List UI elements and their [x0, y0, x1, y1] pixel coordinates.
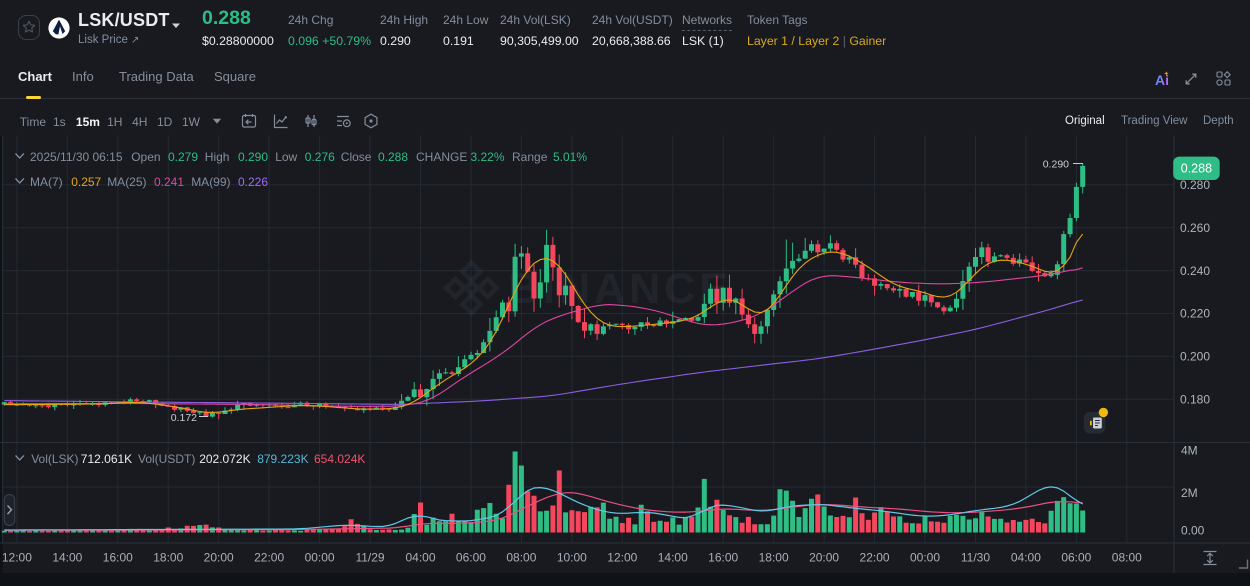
svg-text:0.180: 0.180	[1180, 393, 1210, 407]
svg-text:MA(7): MA(7)	[30, 175, 63, 189]
svg-text:2025/11/30 06:15: 2025/11/30 06:15	[30, 150, 123, 164]
svg-text:0.276: 0.276	[305, 150, 335, 164]
svg-text:654.024K: 654.024K	[314, 452, 365, 466]
svg-text:0.260: 0.260	[1180, 221, 1210, 235]
svg-text:20:00: 20:00	[809, 551, 839, 565]
svg-text:0.220: 0.220	[1180, 307, 1210, 321]
svg-text:Range: Range	[512, 150, 548, 164]
svg-text:Vol(USDT): Vol(USDT)	[138, 452, 195, 466]
svg-text:MA(25): MA(25)	[107, 175, 146, 189]
svg-text:0.290: 0.290	[238, 150, 268, 164]
svg-text:0.257: 0.257	[71, 175, 101, 189]
svg-text:2M: 2M	[1181, 486, 1198, 500]
svg-text:18:00: 18:00	[759, 551, 789, 565]
svg-text:0.241: 0.241	[154, 175, 184, 189]
svg-text:06:00: 06:00	[1061, 551, 1091, 565]
svg-text:16:00: 16:00	[708, 551, 738, 565]
svg-text:0.200: 0.200	[1180, 350, 1210, 364]
svg-text:0.290: 0.290	[1043, 159, 1069, 171]
svg-text:10:00: 10:00	[557, 551, 587, 565]
svg-text:00:00: 00:00	[305, 551, 335, 565]
svg-text:3.22%: 3.22%	[471, 150, 505, 164]
svg-text:202.072K: 202.072K	[199, 452, 250, 466]
svg-text:Open: Open	[131, 150, 160, 164]
svg-text:18:00: 18:00	[153, 551, 183, 565]
svg-text:Close: Close	[341, 150, 372, 164]
svg-text:12:00: 12:00	[2, 551, 32, 565]
svg-text:MA(99): MA(99)	[191, 175, 230, 189]
svg-text:08:00: 08:00	[506, 551, 536, 565]
svg-text:0.288: 0.288	[378, 150, 408, 164]
svg-text:5.01%: 5.01%	[553, 150, 587, 164]
svg-text:14:00: 14:00	[52, 551, 82, 565]
svg-text:12:00: 12:00	[607, 551, 637, 565]
svg-text:04:00: 04:00	[1011, 551, 1041, 565]
svg-text:04:00: 04:00	[405, 551, 435, 565]
svg-text:712.061K: 712.061K	[81, 452, 132, 466]
svg-text:08:00: 08:00	[1112, 551, 1142, 565]
svg-text:Vol(LSK): Vol(LSK)	[31, 452, 78, 466]
svg-text:16:00: 16:00	[103, 551, 133, 565]
svg-text:22:00: 22:00	[860, 551, 890, 565]
svg-text:0.172: 0.172	[171, 412, 197, 424]
svg-text:0.279: 0.279	[168, 150, 198, 164]
svg-text:0.226: 0.226	[238, 175, 268, 189]
svg-text:Low: Low	[275, 150, 297, 164]
svg-text:11/30: 11/30	[961, 551, 990, 565]
svg-text:11/29: 11/29	[355, 551, 384, 565]
svg-text:879.223K: 879.223K	[257, 452, 308, 466]
svg-text:0.280: 0.280	[1180, 178, 1210, 192]
svg-text:14:00: 14:00	[658, 551, 688, 565]
svg-text:06:00: 06:00	[456, 551, 486, 565]
svg-text:22:00: 22:00	[254, 551, 284, 565]
svg-text:20:00: 20:00	[204, 551, 234, 565]
svg-text:0.00: 0.00	[1181, 524, 1205, 538]
svg-text:CHANGE: CHANGE	[416, 150, 467, 164]
svg-text:0.288: 0.288	[1181, 162, 1212, 176]
svg-text:4M: 4M	[1181, 444, 1198, 458]
svg-text:00:00: 00:00	[910, 551, 940, 565]
svg-text:High: High	[205, 150, 230, 164]
svg-text:0.240: 0.240	[1180, 264, 1210, 278]
